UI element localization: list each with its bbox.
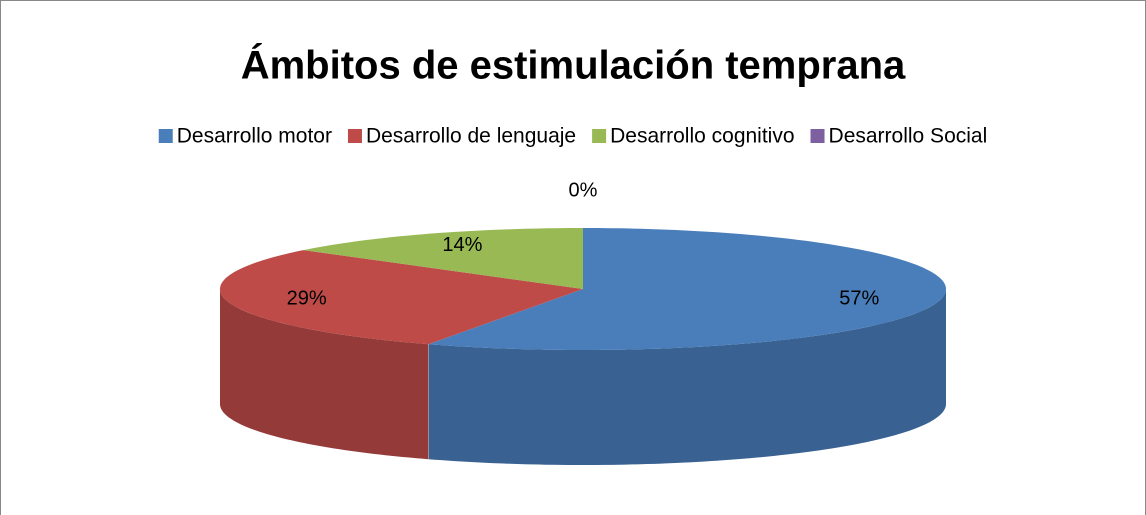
legend-swatch xyxy=(347,129,362,143)
legend-item: Desarrollo Social xyxy=(810,125,988,148)
pie-slice xyxy=(428,228,946,350)
pie-side xyxy=(220,289,429,460)
legend-label: Desarrollo Social xyxy=(829,125,988,148)
pie-side-shade xyxy=(428,289,946,465)
legend: Desarrollo motor Desarrollo de lenguaje De… xyxy=(158,125,988,148)
chart-title: Ámbitos de estimulación temprana xyxy=(241,43,906,88)
legend-swatch xyxy=(810,129,825,143)
legend-label: Desarrollo cognitivo xyxy=(610,125,794,148)
data-label: 0% xyxy=(569,180,598,202)
legend-label: Desarrollo motor xyxy=(177,125,332,148)
pie-tops xyxy=(220,228,946,350)
data-label: 57% xyxy=(839,288,879,310)
pie-slice xyxy=(303,228,583,289)
legend-swatch xyxy=(592,129,607,143)
data-label: 14% xyxy=(442,234,482,256)
data-label: 29% xyxy=(287,288,327,310)
pie-side-shade xyxy=(220,289,429,460)
legend-item: Desarrollo motor xyxy=(158,125,332,148)
pie-sides xyxy=(220,289,946,465)
pie-side xyxy=(428,289,946,465)
legend-item: Desarrollo cognitivo xyxy=(592,125,795,148)
data-labels: 57% 29% 14% 0% xyxy=(287,180,880,310)
pie-slice xyxy=(220,250,583,345)
legend-item: Desarrollo de lenguaje xyxy=(347,125,576,148)
legend-label: Desarrollo de lenguaje xyxy=(366,125,576,148)
legend-swatch xyxy=(158,129,173,143)
